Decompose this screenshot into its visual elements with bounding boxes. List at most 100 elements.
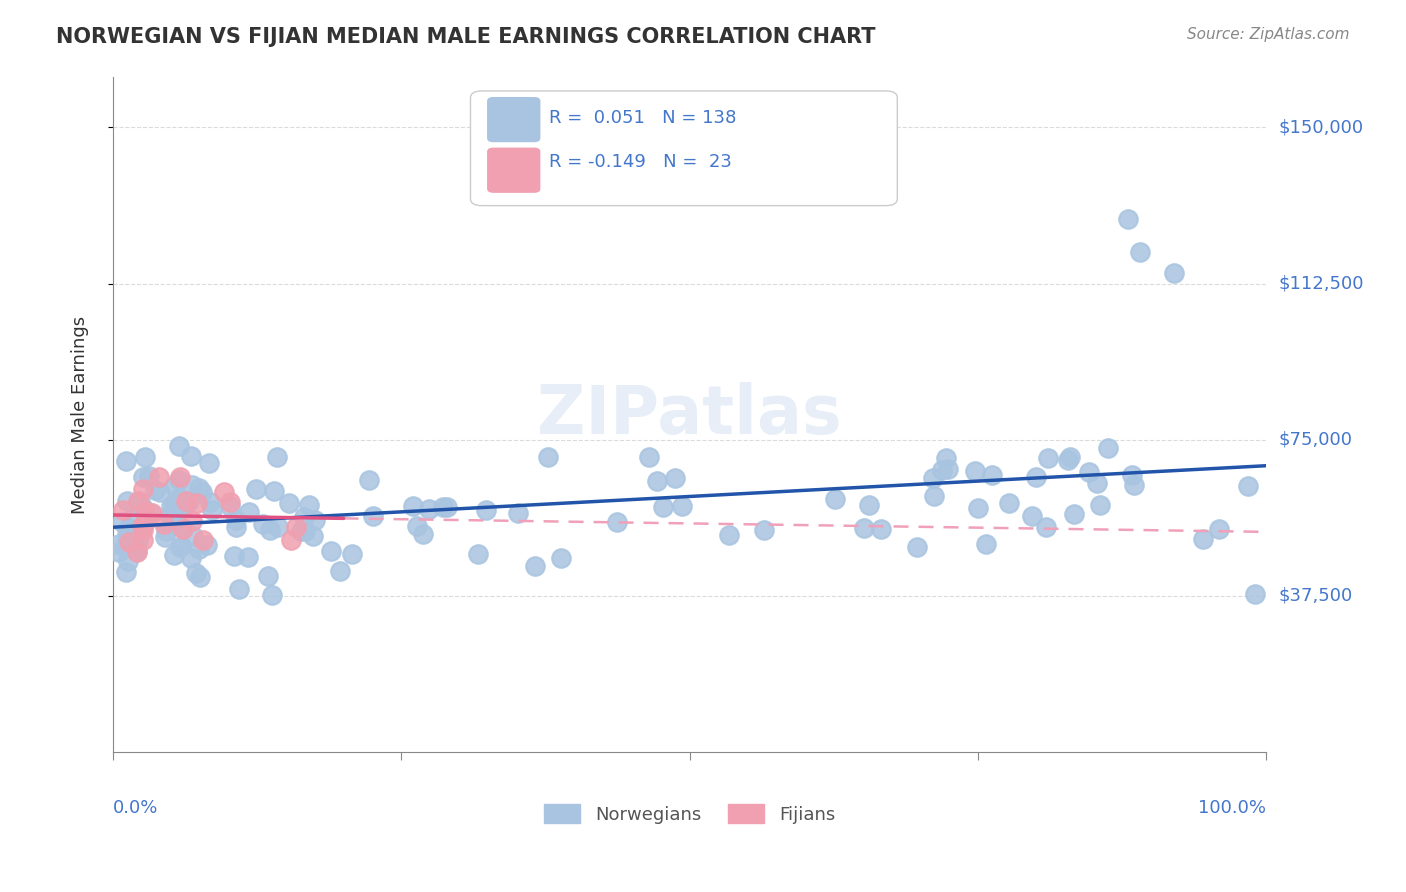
Point — [342, 547, 364, 561]
Point — [107, 545, 129, 559]
Text: $150,000: $150,000 — [1278, 119, 1364, 136]
Point — [304, 513, 326, 527]
Point — [180, 514, 202, 528]
Text: $75,000: $75,000 — [1278, 431, 1353, 449]
Point — [172, 501, 194, 516]
FancyBboxPatch shape — [471, 91, 897, 206]
Point — [1163, 266, 1185, 280]
Point — [117, 493, 139, 508]
Point — [1237, 479, 1260, 493]
Point — [170, 502, 193, 516]
Point — [1036, 451, 1059, 466]
Point — [508, 506, 530, 520]
Point — [191, 533, 214, 548]
Point — [402, 500, 425, 514]
Point — [752, 523, 775, 537]
Point — [169, 540, 191, 554]
FancyBboxPatch shape — [488, 98, 540, 142]
Legend: Norwegians, Fijians: Norwegians, Fijians — [537, 797, 842, 830]
Point — [931, 463, 953, 477]
Point — [138, 468, 160, 483]
Point — [329, 565, 352, 579]
Point — [177, 494, 200, 508]
Point — [1244, 587, 1267, 601]
Point — [167, 491, 190, 506]
Point — [267, 519, 290, 533]
Point — [181, 477, 204, 491]
Point — [198, 456, 221, 470]
Point — [1085, 475, 1108, 490]
Point — [298, 498, 321, 512]
Point — [252, 517, 274, 532]
Point — [180, 449, 202, 463]
Point — [266, 450, 288, 464]
Point — [824, 492, 846, 507]
Point — [412, 526, 434, 541]
Point — [163, 548, 186, 562]
Point — [524, 559, 547, 574]
Point — [191, 484, 214, 499]
Point — [187, 481, 209, 495]
Point — [127, 533, 149, 548]
Point — [1056, 452, 1078, 467]
Point — [122, 508, 145, 523]
Text: $112,500: $112,500 — [1278, 275, 1364, 293]
Point — [222, 549, 245, 563]
Point — [148, 469, 170, 483]
Point — [228, 582, 250, 596]
Point — [172, 522, 194, 536]
Point — [974, 537, 997, 551]
Point — [277, 495, 299, 509]
Point — [170, 539, 193, 553]
Point — [467, 547, 489, 561]
Point — [131, 482, 153, 496]
Point — [127, 493, 149, 508]
Point — [125, 545, 148, 559]
Text: 100.0%: 100.0% — [1198, 799, 1267, 817]
Text: 0.0%: 0.0% — [112, 799, 159, 817]
Point — [869, 522, 891, 536]
Point — [167, 439, 190, 453]
Point — [141, 506, 163, 520]
Point — [111, 515, 134, 529]
Point — [155, 524, 177, 538]
Point — [115, 453, 138, 467]
Point — [858, 498, 880, 512]
Point — [115, 565, 138, 579]
Point — [172, 521, 194, 535]
Point — [117, 554, 139, 568]
Text: R = -0.149   N =  23: R = -0.149 N = 23 — [548, 153, 731, 170]
Text: $37,500: $37,500 — [1278, 587, 1353, 605]
Point — [436, 500, 458, 514]
Point — [1121, 467, 1143, 482]
Point — [1025, 469, 1047, 483]
Point — [128, 495, 150, 509]
Point — [418, 502, 440, 516]
Point — [294, 524, 316, 538]
Point — [131, 519, 153, 533]
Point — [245, 483, 267, 497]
Text: Source: ZipAtlas.com: Source: ZipAtlas.com — [1187, 27, 1350, 42]
Point — [319, 543, 342, 558]
Point — [357, 474, 380, 488]
Point — [198, 495, 221, 509]
Point — [550, 551, 572, 566]
Point — [432, 500, 454, 515]
Point — [671, 500, 693, 514]
Point — [169, 469, 191, 483]
Point — [651, 500, 673, 514]
Point — [285, 520, 308, 534]
Point — [201, 503, 224, 517]
Point — [1097, 441, 1119, 455]
Point — [966, 500, 988, 515]
Point — [1059, 450, 1081, 465]
Point — [131, 523, 153, 537]
Point — [935, 451, 957, 466]
Point — [134, 450, 156, 465]
Point — [280, 533, 302, 548]
Point — [132, 533, 155, 547]
Point — [1208, 522, 1230, 536]
Text: NORWEGIAN VS FIJIAN MEDIAN MALE EARNINGS CORRELATION CHART: NORWEGIAN VS FIJIAN MEDIAN MALE EARNINGS… — [56, 27, 876, 46]
Point — [936, 461, 959, 475]
Point — [163, 479, 186, 493]
